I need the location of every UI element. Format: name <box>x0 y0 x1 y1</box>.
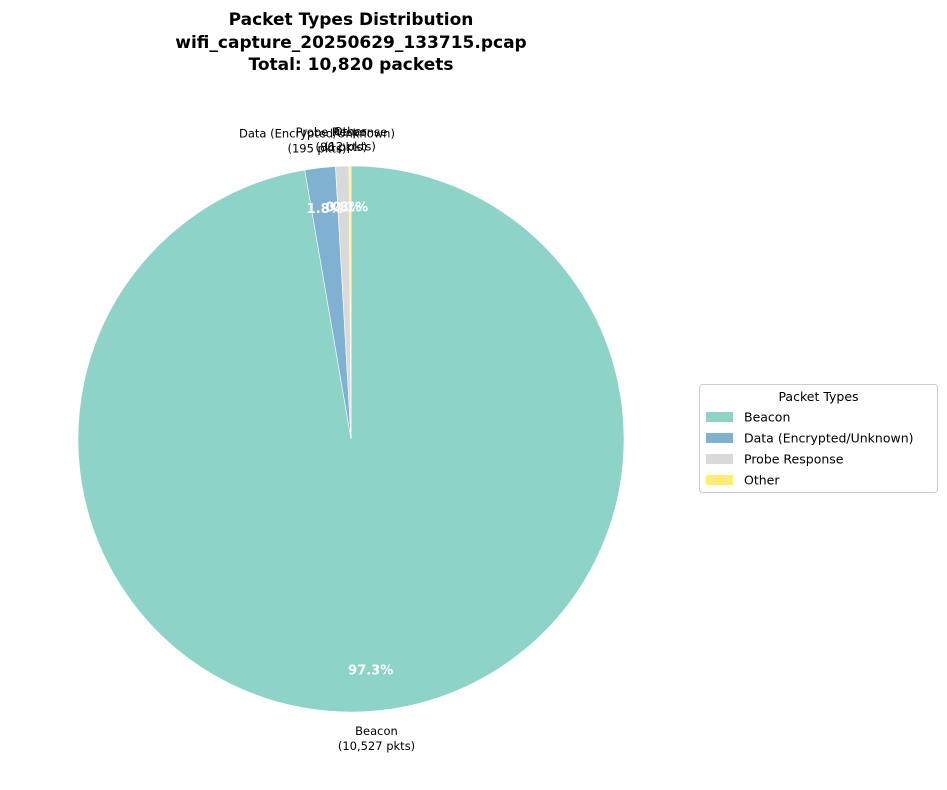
legend-entry-probe-response: Probe Response <box>706 452 844 467</box>
pie-percent-labels: 97.3% 1.8%0.8%0.1% <box>307 200 394 678</box>
legend-entry-other: Other <box>706 473 780 488</box>
pie-outer-label-other: Other (12 pkts) <box>324 125 376 154</box>
legend-entries: Beacon Data (Encrypted/Unknown) Probe Resp… <box>706 410 914 488</box>
legend-label-beacon: Beacon <box>744 410 790 425</box>
legend-label-other: Other <box>744 473 780 488</box>
pie-slice-other <box>348 165 352 440</box>
legend: Packet Types Beacon Data (Encrypted/Unkno… <box>699 384 938 493</box>
legend-swatch-other <box>706 475 733 485</box>
pie-outer-label-probe-response: Probe Response (86 pkts) <box>296 125 388 154</box>
legend-title: Packet Types <box>778 389 858 404</box>
pie-outer-labels: Beacon (10,527 pkts) Data (Encrypted/Unkno… <box>239 125 415 754</box>
chart-title-line-1: Packet Types Distribution <box>229 10 474 30</box>
pie-percent-label-data-encrypted-unknown: 1.8% <box>307 202 343 217</box>
legend-swatch-data-encrypted-unknown <box>706 433 733 443</box>
pie-percent-label-other: 0.1% <box>332 200 368 215</box>
pie-outer-label-data-encrypted-unknown: Data (Encrypted/Unknown) (195 pkts) <box>239 127 395 156</box>
chart-title-line-3: Total: 10,820 packets <box>248 55 453 75</box>
chart-title: Packet Types Distribution wifi_capture_2… <box>175 10 526 75</box>
legend-swatch-beacon <box>706 412 733 422</box>
legend-swatch-probe-response <box>706 454 733 464</box>
chart-title-line-2: wifi_capture_20250629_133715.pcap <box>175 33 526 53</box>
pie-percent-label-beacon: 97.3% <box>348 664 393 679</box>
legend-entry-beacon: Beacon <box>706 410 790 425</box>
legend-frame <box>699 384 938 493</box>
pie-slices <box>77 165 625 713</box>
legend-entry-data-encrypted-unknown: Data (Encrypted/Unknown) <box>706 431 914 446</box>
legend-label-data-encrypted-unknown: Data (Encrypted/Unknown) <box>744 431 914 446</box>
legend-label-probe-response: Probe Response <box>744 452 844 467</box>
pie-percent-label-probe-response: 0.8% <box>326 201 362 216</box>
pie-outer-label-beacon: Beacon (10,527 pkts) <box>338 724 415 753</box>
